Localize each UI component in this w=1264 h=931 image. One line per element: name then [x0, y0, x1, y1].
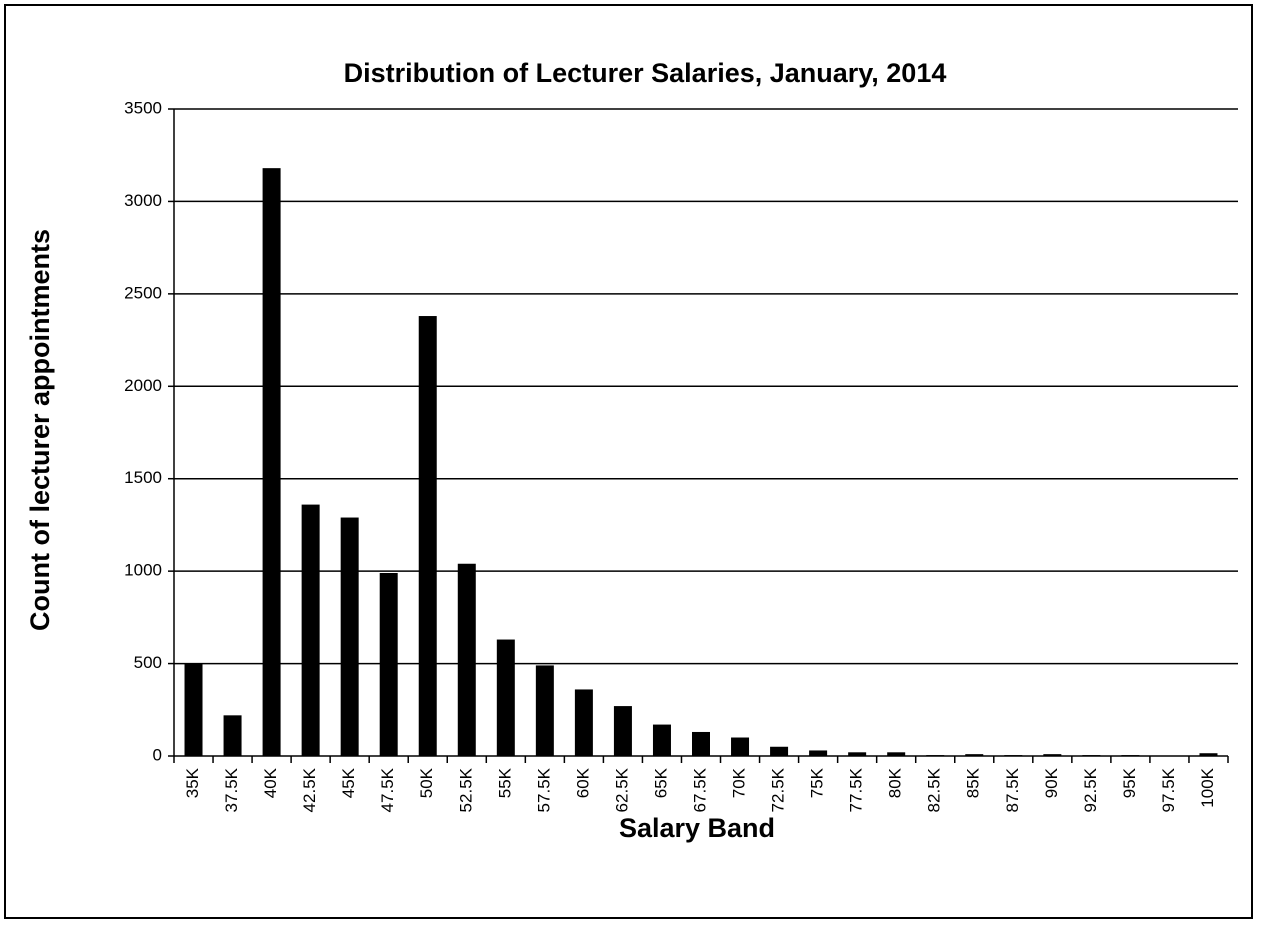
x-tick-label: 90K [1042, 767, 1061, 798]
bar [301, 504, 320, 756]
x-tick-label: 100K [1198, 767, 1217, 807]
bar [379, 572, 398, 756]
bar [652, 724, 671, 756]
bar [770, 746, 789, 756]
bar [613, 706, 632, 756]
bar [262, 168, 281, 756]
bar [418, 316, 437, 756]
x-tick-label: 62.5K [612, 767, 631, 812]
x-tick-label: 40K [261, 767, 280, 798]
x-tick-label: 85K [964, 767, 983, 798]
x-tick-label: 95K [1120, 767, 1139, 798]
x-tick-label: 92.5K [1081, 767, 1100, 812]
x-tick-label: 50K [417, 767, 436, 798]
y-tick-label: 0 [153, 745, 162, 764]
bar [1121, 755, 1140, 756]
x-tick-label: 80K [886, 767, 905, 798]
x-tick-label: 65K [651, 767, 670, 798]
y-tick-label: 1000 [124, 561, 162, 580]
y-tick-label: 2500 [124, 283, 162, 302]
x-tick-label: 60K [573, 767, 592, 798]
bar [184, 663, 203, 756]
x-tick-label: 57.5K [534, 767, 553, 812]
y-tick-label: 2000 [124, 376, 162, 395]
chart-border [4, 4, 1253, 919]
x-tick-label: 70K [730, 767, 749, 798]
y-tick-label: 3500 [124, 98, 162, 117]
x-tick-label: 47.5K [378, 767, 397, 812]
bar [223, 715, 242, 756]
bar [965, 754, 984, 756]
y-axis-title: Count of lecturer appointments [25, 229, 55, 631]
x-tick-label: 75K [808, 767, 827, 798]
y-tick-label: 500 [134, 653, 162, 672]
bar [809, 750, 828, 756]
x-tick-label: 52.5K [456, 767, 475, 812]
bar [1199, 753, 1218, 756]
bar [574, 689, 593, 756]
bar [457, 563, 476, 756]
bar [1043, 754, 1062, 756]
x-tick-label: 35K [183, 767, 202, 798]
x-tick-label: 72.5K [769, 767, 788, 812]
x-tick-label: 77.5K [847, 767, 866, 812]
x-tick-label: 42.5K [300, 767, 319, 812]
x-tick-label: 97.5K [1159, 767, 1178, 812]
x-tick-label: 87.5K [1003, 767, 1022, 812]
x-tick-label: 82.5K [925, 767, 944, 812]
x-tick-label: 55K [495, 767, 514, 798]
bar [692, 731, 710, 756]
x-tick-label: 45K [339, 767, 358, 798]
bar [887, 752, 906, 756]
bar [340, 517, 359, 756]
bar [1082, 755, 1101, 756]
x-tick-label: 67.5K [690, 767, 709, 812]
chart-title: Distribution of Lecturer Salaries, Janua… [344, 58, 947, 88]
y-tick-label: 3000 [124, 191, 162, 210]
bar [731, 737, 750, 756]
bar [535, 665, 554, 756]
x-axis-title: Salary Band [619, 813, 775, 843]
y-tick-label: 1500 [124, 468, 162, 487]
bar [1004, 755, 1023, 756]
x-tick-label: 37.5K [222, 767, 241, 812]
bar [848, 752, 867, 756]
bar [496, 639, 515, 756]
bar [926, 755, 945, 756]
